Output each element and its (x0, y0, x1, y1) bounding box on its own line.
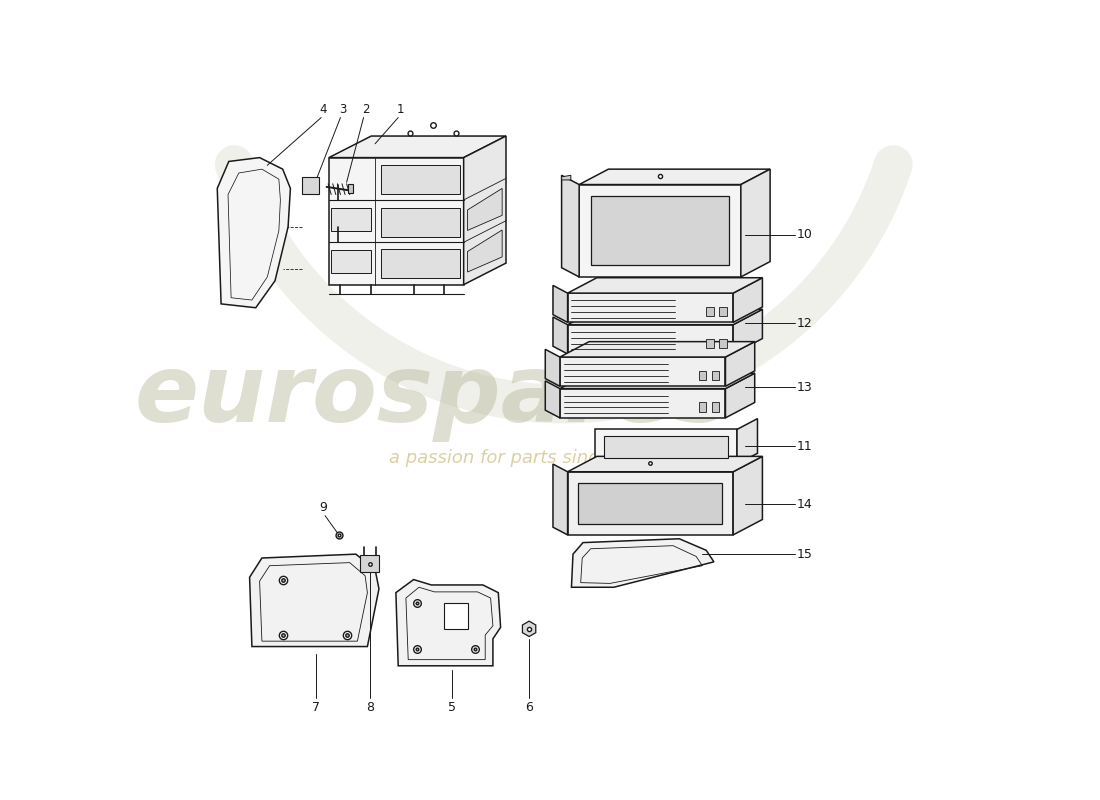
Polygon shape (572, 538, 714, 587)
Text: 9: 9 (320, 501, 328, 514)
Polygon shape (726, 373, 755, 418)
Polygon shape (560, 342, 755, 357)
Polygon shape (706, 307, 714, 316)
Text: 3: 3 (339, 103, 346, 116)
Polygon shape (553, 464, 568, 535)
Polygon shape (580, 185, 741, 277)
Polygon shape (522, 621, 536, 637)
Polygon shape (594, 430, 737, 464)
Polygon shape (218, 158, 290, 308)
Polygon shape (698, 371, 706, 380)
Text: 8: 8 (365, 702, 374, 714)
Polygon shape (361, 555, 378, 572)
Polygon shape (733, 310, 762, 354)
Text: 1: 1 (397, 103, 405, 116)
Polygon shape (301, 177, 319, 194)
Polygon shape (712, 402, 719, 412)
Polygon shape (568, 456, 762, 472)
Text: 7: 7 (311, 702, 320, 714)
Polygon shape (604, 435, 728, 458)
Polygon shape (546, 381, 560, 418)
Polygon shape (560, 389, 726, 418)
Polygon shape (737, 418, 758, 464)
Polygon shape (719, 307, 727, 316)
Polygon shape (562, 175, 571, 180)
Polygon shape (396, 579, 500, 666)
Polygon shape (331, 208, 372, 230)
Polygon shape (726, 342, 755, 386)
Polygon shape (733, 278, 762, 322)
Polygon shape (468, 230, 502, 272)
Text: 12: 12 (798, 317, 813, 330)
Polygon shape (382, 165, 460, 194)
Text: 4: 4 (320, 103, 328, 116)
Polygon shape (698, 402, 706, 412)
Polygon shape (331, 250, 372, 273)
Text: 15: 15 (798, 548, 813, 561)
Polygon shape (591, 196, 729, 266)
Polygon shape (580, 169, 770, 185)
Text: 6: 6 (525, 702, 533, 714)
Polygon shape (382, 250, 460, 278)
Text: 11: 11 (798, 440, 813, 453)
Polygon shape (329, 158, 464, 285)
Polygon shape (568, 310, 762, 325)
Polygon shape (250, 554, 378, 646)
Text: 5: 5 (448, 702, 456, 714)
Text: 10: 10 (798, 228, 813, 241)
Polygon shape (348, 184, 353, 193)
Text: 2: 2 (362, 103, 370, 116)
Text: a passion for parts since 1985: a passion for parts since 1985 (389, 449, 661, 467)
Polygon shape (712, 371, 719, 380)
Text: 14: 14 (798, 498, 813, 510)
Polygon shape (741, 169, 770, 277)
Polygon shape (468, 188, 502, 230)
Polygon shape (568, 472, 733, 535)
Polygon shape (464, 136, 506, 285)
Polygon shape (553, 286, 568, 322)
Polygon shape (444, 602, 468, 629)
Polygon shape (579, 482, 723, 524)
Polygon shape (546, 350, 560, 386)
Polygon shape (733, 456, 762, 535)
Polygon shape (568, 278, 762, 293)
Text: eurospares: eurospares (134, 350, 732, 442)
Polygon shape (382, 208, 460, 237)
Polygon shape (719, 338, 727, 348)
Polygon shape (329, 136, 506, 158)
Polygon shape (553, 317, 568, 354)
Polygon shape (568, 293, 733, 322)
Text: 13: 13 (798, 381, 813, 394)
Polygon shape (568, 325, 733, 354)
Polygon shape (706, 338, 714, 348)
Polygon shape (560, 357, 726, 386)
Polygon shape (562, 175, 580, 277)
Polygon shape (560, 373, 755, 389)
